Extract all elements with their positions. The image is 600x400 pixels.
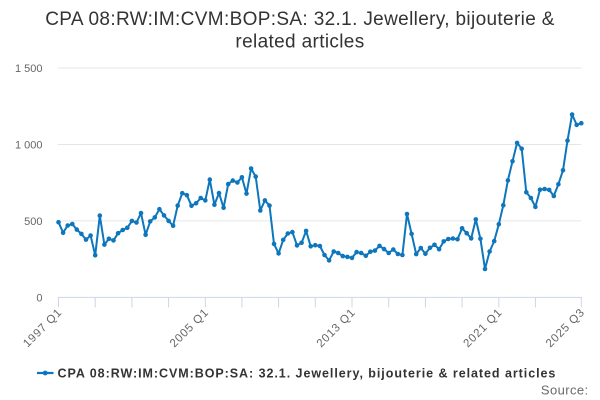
svg-text:0: 0 [36,293,42,305]
svg-text:CPA 08:RW:IM:CVM:BOP:SA: 32.1.: CPA 08:RW:IM:CVM:BOP:SA: 32.1. Jewellery… [45,9,555,30]
svg-text:related articles: related articles [235,32,364,53]
svg-text:Source:: Source: [541,383,589,398]
svg-text:1 500: 1 500 [15,63,43,75]
svg-text:CPA 08:RW:IM:CVM:BOP:SA: 32.1.: CPA 08:RW:IM:CVM:BOP:SA: 32.1. Jewellery… [58,367,557,381]
svg-text:1 000: 1 000 [15,140,43,152]
svg-text:500: 500 [24,216,42,228]
